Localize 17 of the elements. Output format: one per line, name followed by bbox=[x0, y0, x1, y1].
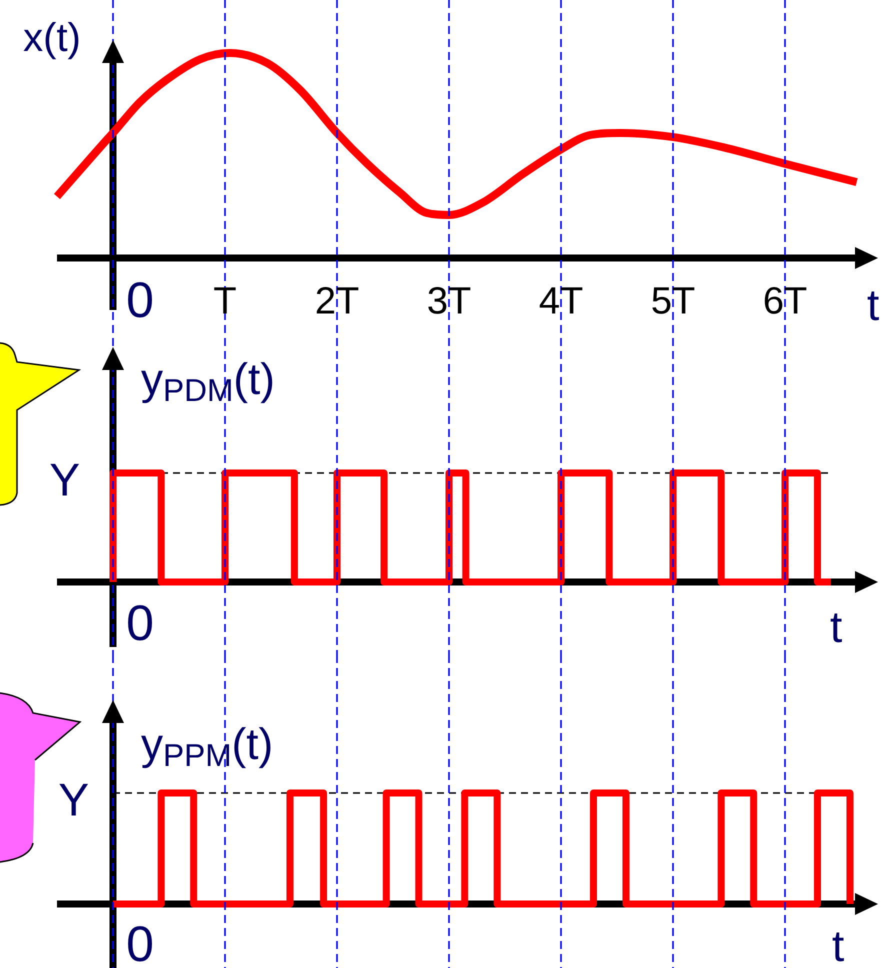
text: 0 bbox=[126, 916, 154, 968]
x-tick-label: 6T bbox=[762, 280, 808, 322]
y-axis-title: y$_{PPM}$(t) bbox=[141, 720, 274, 773]
x-tick-label: 3T bbox=[426, 280, 472, 322]
y-axis-title: x(t) bbox=[23, 16, 81, 60]
x-tick-label: 2T bbox=[314, 280, 360, 322]
x-tick-label: 4T bbox=[538, 280, 584, 322]
x-tick-label: T bbox=[213, 280, 237, 322]
x-axis-title: t bbox=[866, 281, 880, 330]
text: 0 bbox=[126, 594, 154, 651]
x-axis-title: t bbox=[830, 603, 842, 652]
x-tick-label: 5T bbox=[650, 280, 696, 322]
ref-line-label: Y bbox=[49, 454, 80, 506]
x-tick-label: 0 bbox=[126, 272, 154, 328]
x-axis-title: t bbox=[832, 922, 844, 968]
ref-line-label: Y bbox=[58, 774, 89, 826]
y-axis-title: y$_{PDM}$(t) bbox=[141, 355, 275, 408]
